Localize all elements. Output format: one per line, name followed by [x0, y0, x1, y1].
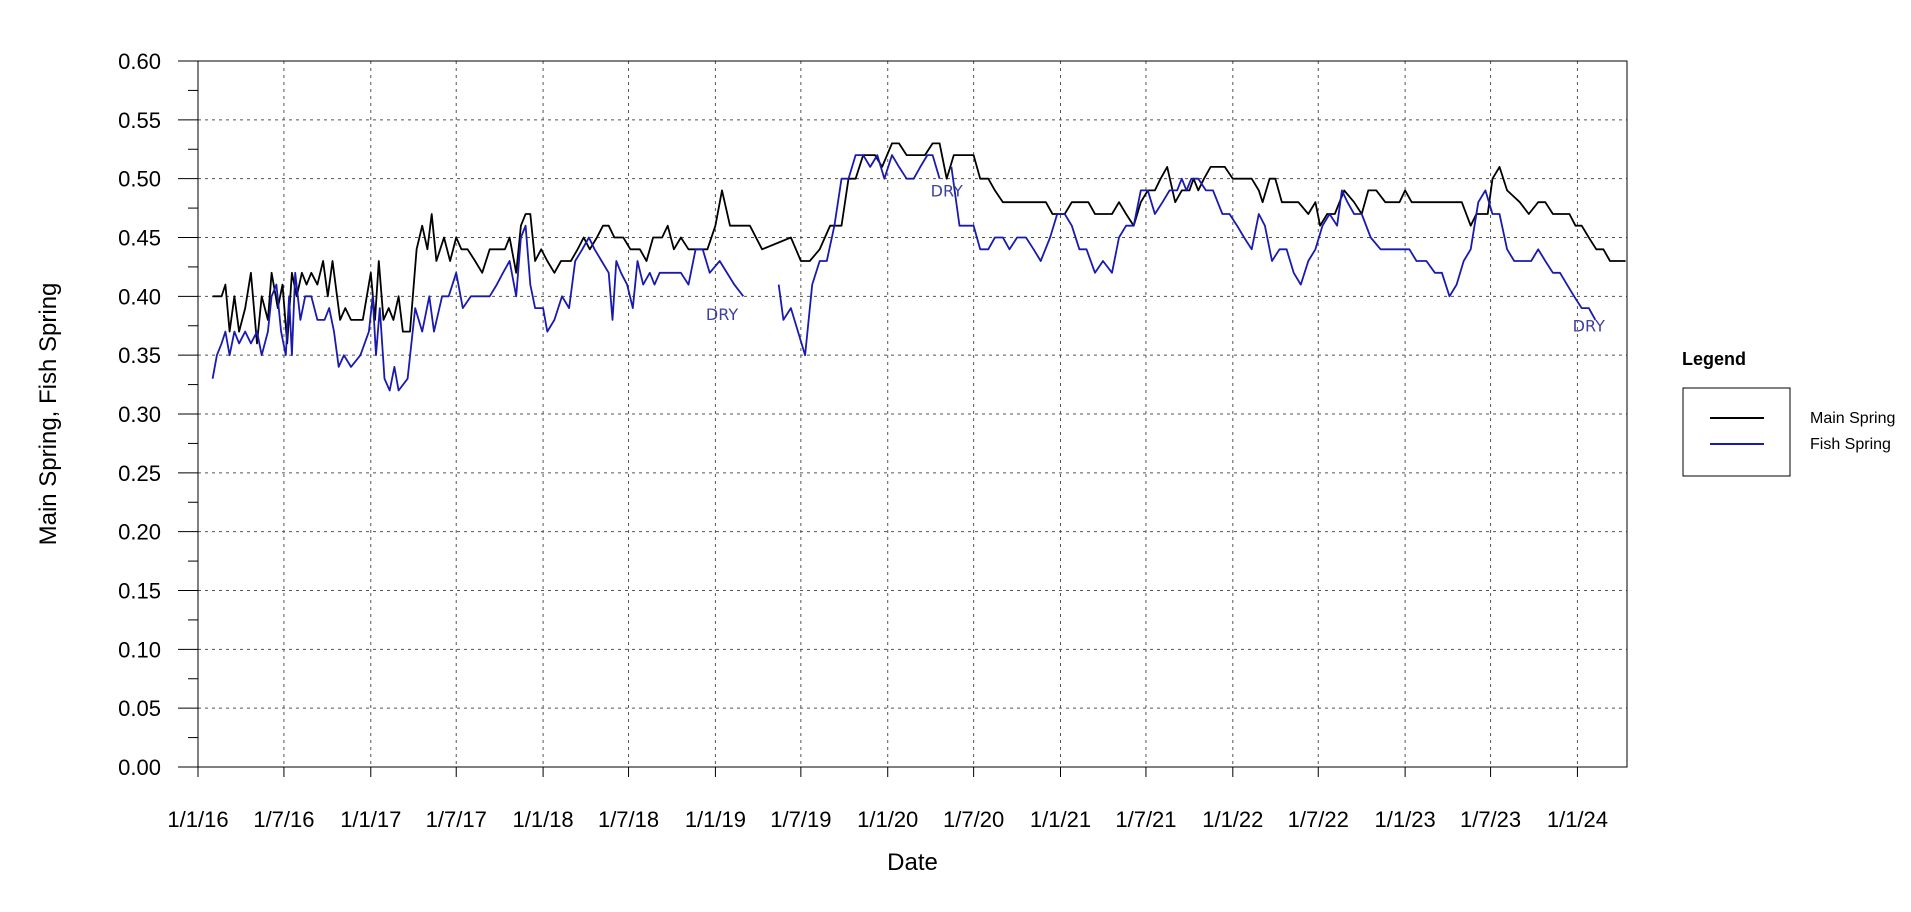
legend-label-fish-spring: Fish Spring [1810, 436, 1891, 453]
x-tick-label: 1/1/23 [1375, 807, 1436, 832]
x-tick-label: 1/1/24 [1547, 807, 1608, 832]
x-tick-label: 1/7/22 [1288, 807, 1349, 832]
y-tick-label: 0.00 [118, 755, 161, 780]
dry-annotation: DRY [1573, 317, 1605, 336]
x-tick-label: 1/7/23 [1460, 807, 1521, 832]
y-tick-label: 0.40 [118, 284, 161, 309]
x-axis-title: Date [887, 849, 938, 876]
x-tick-label: 1/1/18 [513, 807, 574, 832]
legend-items: Main Spring Fish Spring [1710, 410, 1895, 453]
x-tick-label: 1/1/19 [685, 807, 746, 832]
series-layer [211, 142, 1626, 392]
x-tick-label: 1/1/20 [857, 807, 918, 832]
y-tick-label: 0.35 [118, 343, 161, 368]
x-tick-label: 1/7/21 [1115, 807, 1176, 832]
y-tick-label: 0.50 [118, 167, 161, 192]
y-axis: 0.00 0.05 0.10 0.15 0.20 0.25 0.30 0.35 0.40 0.45… [118, 49, 198, 780]
x-axis: 1/1/16 1/7/16 1/1/17 1/7/17 1/1/18 1/7/18 1/1/… [167, 767, 1608, 832]
x-tick-label: 1/7/17 [426, 807, 487, 832]
legend-label-main-spring: Main Spring [1810, 410, 1895, 427]
y-tick-label: 0.20 [118, 520, 161, 545]
y-tick-label: 0.30 [118, 402, 161, 427]
legend: Legend Main Spring Fish Spring [1682, 349, 1895, 477]
y-tick-label: 0.25 [118, 461, 161, 486]
grid [198, 61, 1627, 767]
y-tick-label: 0.55 [118, 108, 161, 133]
y-tick-label: 0.60 [118, 49, 161, 74]
y-tick-label: 0.45 [118, 226, 161, 251]
dry-annotation: DRY [706, 305, 738, 324]
dry-annotation: DRY [931, 181, 963, 200]
x-tick-label: 1/7/18 [598, 807, 659, 832]
legend-box [1682, 387, 1791, 477]
x-tick-label: 1/1/22 [1202, 807, 1263, 832]
series-line-fish-spring [211, 154, 1597, 392]
x-tick-label: 1/7/16 [253, 807, 314, 832]
x-tick-label: 1/1/17 [340, 807, 401, 832]
y-tick-label: 0.15 [118, 579, 161, 604]
y-tick-label: 0.10 [118, 637, 161, 662]
series-line-main-spring [212, 142, 1626, 345]
x-tick-label: 1/7/19 [770, 807, 831, 832]
y-tick-label: 0.05 [118, 696, 161, 721]
x-tick-label: 1/1/16 [167, 807, 228, 832]
x-tick-label: 1/1/21 [1030, 807, 1091, 832]
x-tick-label: 1/7/20 [943, 807, 1004, 832]
y-axis-title: Main Spring, Fish Spring [35, 283, 62, 546]
legend-title: Legend [1682, 349, 1746, 369]
annotations: DRY DRY DRY [706, 181, 1605, 335]
